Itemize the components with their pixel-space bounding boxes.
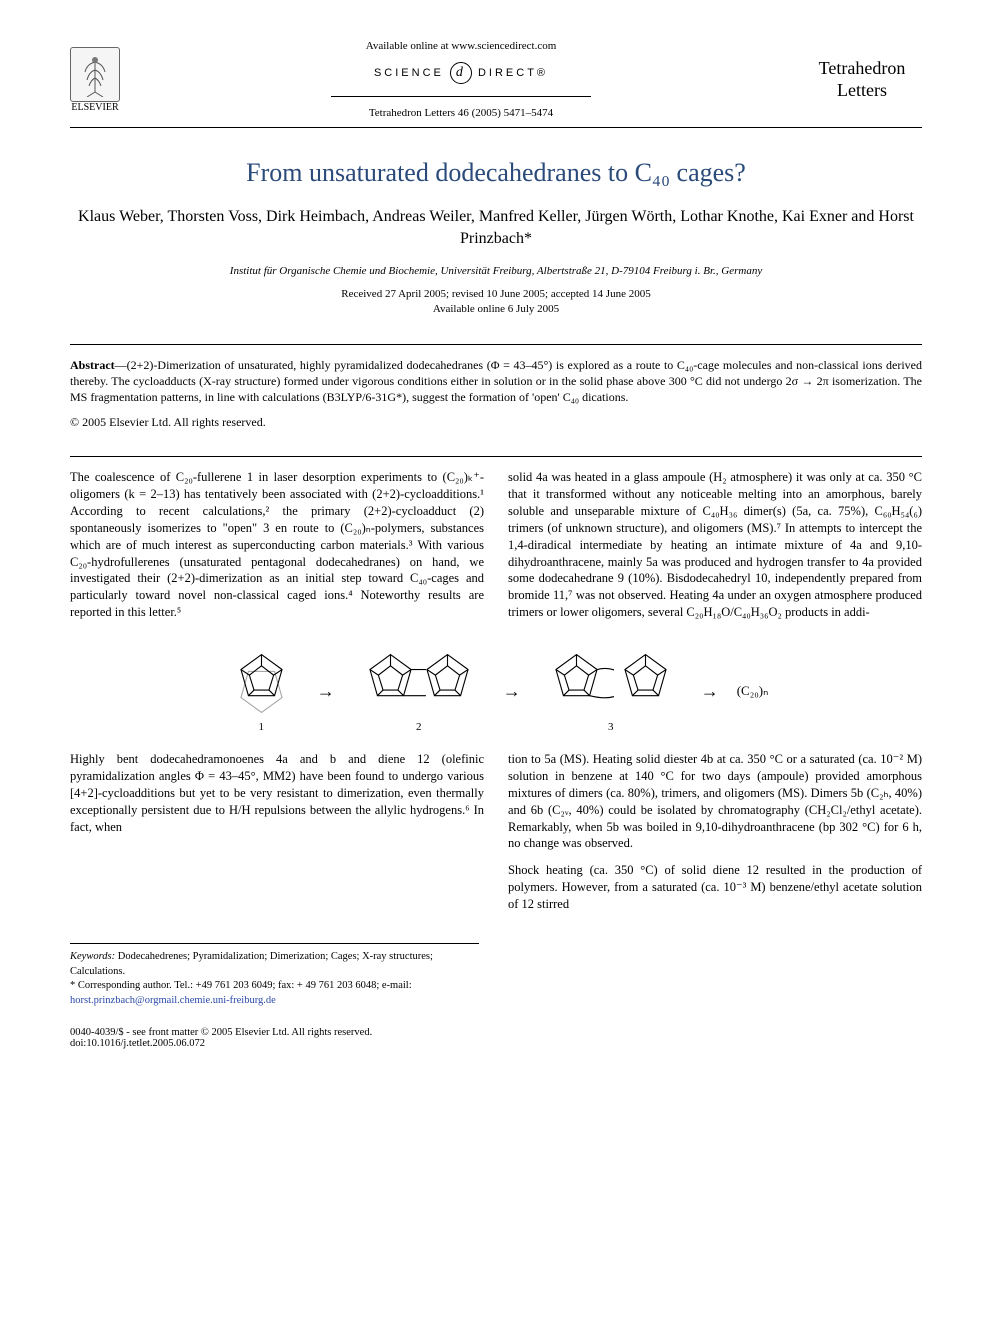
header-center: Available online at www.sciencedirect.co…: [120, 40, 802, 119]
corresponding-email-link[interactable]: horst.prinzbach@orgmail.chemie.uni-freib…: [70, 995, 276, 1006]
article-dates: Received 27 April 2005; revised 10 June …: [70, 287, 922, 318]
footer: 0040-4039/$ - see front matter © 2005 El…: [70, 1027, 922, 1049]
journal-reference: Tetrahedron Letters 46 (2005) 5471–5474: [120, 107, 802, 119]
author-list: Klaus Weber, Thorsten Voss, Dirk Heimbac…: [70, 206, 922, 251]
publisher-logo: ELSEVIER: [70, 47, 120, 113]
body-lower: Highly bent dodecahedramonoenes 4a and b…: [70, 751, 922, 913]
figure-label-3: 3: [608, 721, 614, 733]
page-header: ELSEVIER Available online at www.science…: [70, 40, 922, 119]
publisher-name: ELSEVIER: [71, 102, 118, 113]
issn-line: 0040-4039/$ - see front matter © 2005 El…: [70, 1027, 922, 1038]
figure-label-1: 1: [258, 721, 264, 733]
scheme-figure: 1 →: [70, 649, 922, 733]
abstract-top-rule: [70, 344, 922, 345]
corresponding-author: * Corresponding author. Tel.: +49 761 20…: [70, 979, 479, 1008]
header-rule: [70, 127, 922, 128]
abstract-label: Abstract: [70, 358, 115, 372]
figure-label-2: 2: [416, 721, 422, 733]
arrow-icon: →: [317, 681, 335, 702]
available-online: Available online at www.sciencedirect.co…: [120, 40, 802, 52]
polymer-label: (C₂₀)ₙ: [737, 683, 769, 699]
dodecahedrane-dimer-right-icon: [410, 649, 485, 719]
dodecahedrane-icon: [224, 649, 299, 719]
body-p3: Highly bent dodecahedramonoenes 4a and b…: [70, 751, 484, 835]
arrow-icon: →: [503, 681, 521, 702]
abstract-copyright: © 2005 Elsevier Ltd. All rights reserved…: [70, 415, 922, 430]
journal-name: Tetrahedron Letters: [802, 58, 922, 101]
open-cage-right-icon: [608, 649, 683, 719]
sciencedirect-logo: SCIENCE d DIRECT®: [120, 62, 802, 84]
abstract-text: —(2+2)-Dimerization of unsaturated, high…: [70, 358, 922, 404]
footnotes: Keywords: Dodecahedrenes; Pyramidalizati…: [70, 943, 479, 1009]
body-p2: solid 4a was heated in a glass ampoule (…: [508, 469, 922, 621]
body-upper: The coalescence of C₂₀-fullerene 1 in la…: [70, 469, 922, 631]
sciencedirect-d-icon: d: [450, 62, 472, 84]
arrow-icon: →: [701, 681, 719, 702]
body-p1: The coalescence of C₂₀-fullerene 1 in la…: [70, 469, 484, 621]
doi-line: doi:10.1016/j.tetlet.2005.06.072: [70, 1038, 922, 1049]
affiliation: Institut für Organische Chemie und Bioch…: [70, 265, 922, 277]
open-cage-left-icon: [539, 649, 614, 719]
body-p4: tion to 5a (MS). Heating solid diester 4…: [508, 751, 922, 852]
abstract: Abstract—(2+2)-Dimerization of unsaturat…: [70, 357, 922, 406]
elsevier-tree-icon: [70, 47, 120, 102]
keywords: Keywords: Dodecahedrenes; Pyramidalizati…: [70, 950, 479, 979]
article-title: From unsaturated dodecahedranes to C₄₀ c…: [70, 158, 922, 188]
abstract-bottom-rule: [70, 456, 922, 457]
body-p5: Shock heating (ca. 350 °C) of solid dien…: [508, 862, 922, 913]
